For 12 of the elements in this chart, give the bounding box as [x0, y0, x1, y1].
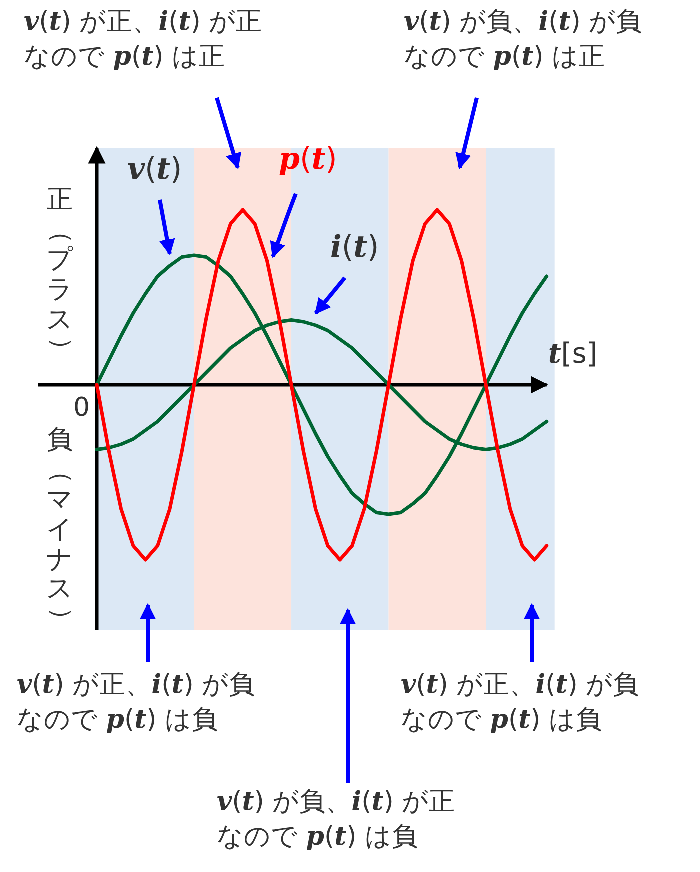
text: i(t)	[330, 229, 380, 267]
text: 負（マイナス）	[45, 425, 76, 634]
series-label: p(t)	[279, 141, 338, 179]
text: v(t) が正、i(t) が負なので p(t) は負	[17, 670, 256, 736]
text: v(t) が負、i(t) が負なので p(t) は正	[404, 7, 642, 72]
text: v(t) が正、i(t) が負なので p(t) は負	[401, 670, 640, 736]
x-axis-title: t[s]	[548, 336, 598, 372]
text: v(t) が正、i(t) が正なので p(t) は正	[24, 7, 262, 72]
text: 0	[74, 392, 90, 425]
text: v(t) が負、i(t) が正なので p(t) は負	[217, 787, 456, 852]
text: 正（プラス）	[45, 185, 76, 364]
text: v(t)	[128, 151, 182, 189]
